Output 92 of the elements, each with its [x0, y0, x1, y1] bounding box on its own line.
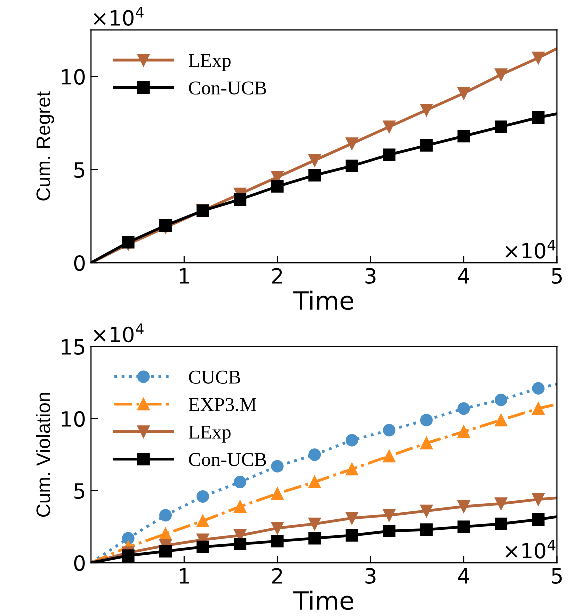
point — [346, 512, 358, 525]
point — [458, 520, 470, 534]
legend-label: LExp — [189, 426, 231, 443]
x-tick-label: 5 — [552, 268, 562, 284]
point — [234, 476, 247, 489]
point — [271, 522, 284, 535]
point — [122, 550, 135, 562]
legend-label: Con-UCB — [189, 453, 266, 466]
point — [308, 448, 322, 462]
point — [458, 87, 470, 100]
point — [346, 138, 358, 150]
point — [420, 524, 433, 536]
annotation: ×10$^{4}$ — [506, 540, 556, 559]
point — [271, 180, 284, 193]
legend-label: EXP3.M — [189, 398, 256, 412]
point — [458, 402, 470, 416]
point — [495, 414, 508, 427]
point — [234, 500, 247, 514]
point — [271, 460, 284, 473]
point — [383, 424, 396, 437]
point — [383, 509, 396, 522]
point — [346, 529, 358, 542]
point — [420, 104, 433, 117]
point — [346, 160, 358, 172]
point — [196, 540, 210, 554]
y-tick-label: 5 — [74, 162, 85, 178]
point — [458, 426, 470, 438]
point — [346, 434, 358, 447]
point — [308, 518, 322, 530]
point — [420, 139, 433, 152]
point — [495, 68, 508, 82]
point — [383, 120, 396, 134]
point — [308, 532, 322, 545]
point — [532, 493, 545, 506]
point — [383, 525, 396, 538]
point — [196, 490, 210, 503]
point — [495, 498, 508, 510]
point — [532, 52, 545, 64]
x-tick-label: 4 — [458, 568, 470, 584]
point — [532, 514, 545, 526]
point — [532, 402, 545, 416]
point — [495, 394, 508, 406]
y-tick-label: 0 — [74, 555, 85, 572]
point — [420, 437, 433, 450]
point — [532, 111, 545, 124]
point — [308, 169, 322, 182]
x-axis-title: Time — [294, 290, 354, 310]
point — [122, 236, 135, 249]
point — [458, 500, 470, 514]
x-tick-label: 3 — [366, 268, 376, 284]
x-tick-label: 2 — [272, 268, 282, 284]
point — [271, 488, 284, 500]
point — [160, 528, 172, 540]
point — [271, 535, 284, 548]
point — [234, 538, 247, 551]
point — [160, 545, 172, 558]
legend-label: LExp — [189, 54, 231, 72]
x-axis-title: Time — [294, 590, 354, 610]
x-tick-label: 4 — [458, 268, 470, 284]
y-axis-title: Cum. Violation — [36, 393, 50, 517]
text: ×10$^{4}$ — [94, 7, 144, 26]
point — [346, 463, 358, 476]
point — [122, 532, 135, 545]
x-tick-label: 5 — [552, 568, 562, 584]
point — [308, 476, 322, 489]
point — [495, 518, 508, 530]
point — [383, 148, 396, 162]
x-tick-label: 1 — [180, 568, 190, 584]
x-tick-label: 3 — [366, 568, 376, 584]
point — [420, 414, 433, 427]
point — [234, 193, 247, 206]
text: ×10$^{4}$ — [94, 324, 144, 343]
y-tick-label: 10 — [62, 69, 85, 85]
point — [160, 509, 172, 522]
x-tick-label: 1 — [180, 268, 190, 284]
point — [308, 154, 322, 167]
x-tick-label: 2 — [272, 568, 282, 584]
y-tick-label: 15 — [62, 340, 85, 356]
point — [420, 504, 433, 518]
point — [495, 120, 508, 134]
point — [160, 220, 172, 232]
annotation: ×10$^{4}$ — [506, 240, 556, 259]
point — [383, 450, 396, 463]
y-tick-label: 5 — [74, 484, 85, 500]
legend-label: CUCB — [189, 370, 240, 384]
legend-label: Con-UCB — [189, 82, 266, 95]
point — [458, 130, 470, 143]
y-tick-label: 10 — [62, 411, 85, 428]
point — [196, 514, 210, 528]
y-axis-title: Cum. Regret — [36, 92, 54, 201]
y-tick-label: 0 — [74, 255, 85, 272]
point — [532, 382, 545, 395]
